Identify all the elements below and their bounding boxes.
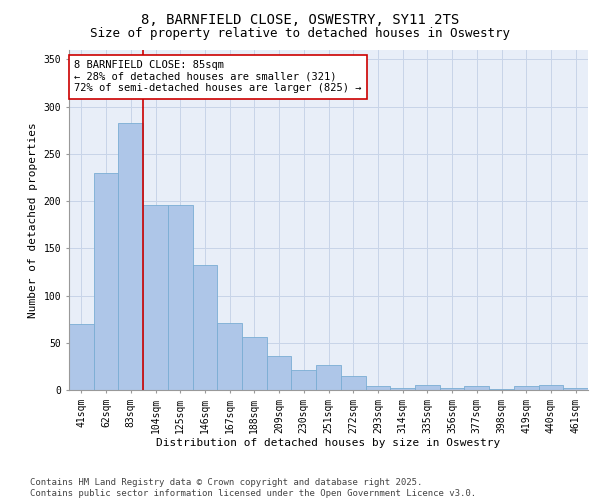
Bar: [464, 386, 489, 390]
Bar: [94, 173, 118, 390]
Bar: [514, 386, 539, 390]
Bar: [489, 389, 514, 390]
Text: Size of property relative to detached houses in Oswestry: Size of property relative to detached ho…: [90, 28, 510, 40]
Text: 8 BARNFIELD CLOSE: 85sqm
← 28% of detached houses are smaller (321)
72% of semi-: 8 BARNFIELD CLOSE: 85sqm ← 28% of detach…: [74, 60, 362, 94]
Bar: [341, 376, 365, 390]
Bar: [440, 388, 464, 390]
Bar: [143, 205, 168, 390]
Bar: [415, 386, 440, 390]
Bar: [118, 122, 143, 390]
Y-axis label: Number of detached properties: Number of detached properties: [28, 122, 38, 318]
Text: Contains HM Land Registry data © Crown copyright and database right 2025.
Contai: Contains HM Land Registry data © Crown c…: [30, 478, 476, 498]
Bar: [365, 386, 390, 390]
Bar: [69, 324, 94, 390]
Bar: [168, 205, 193, 390]
Bar: [292, 370, 316, 390]
Bar: [390, 388, 415, 390]
Bar: [242, 337, 267, 390]
Bar: [267, 356, 292, 390]
Bar: [539, 386, 563, 390]
Bar: [217, 323, 242, 390]
Bar: [563, 388, 588, 390]
X-axis label: Distribution of detached houses by size in Oswestry: Distribution of detached houses by size …: [157, 438, 500, 448]
Text: 8, BARNFIELD CLOSE, OSWESTRY, SY11 2TS: 8, BARNFIELD CLOSE, OSWESTRY, SY11 2TS: [141, 12, 459, 26]
Bar: [316, 366, 341, 390]
Bar: [193, 266, 217, 390]
